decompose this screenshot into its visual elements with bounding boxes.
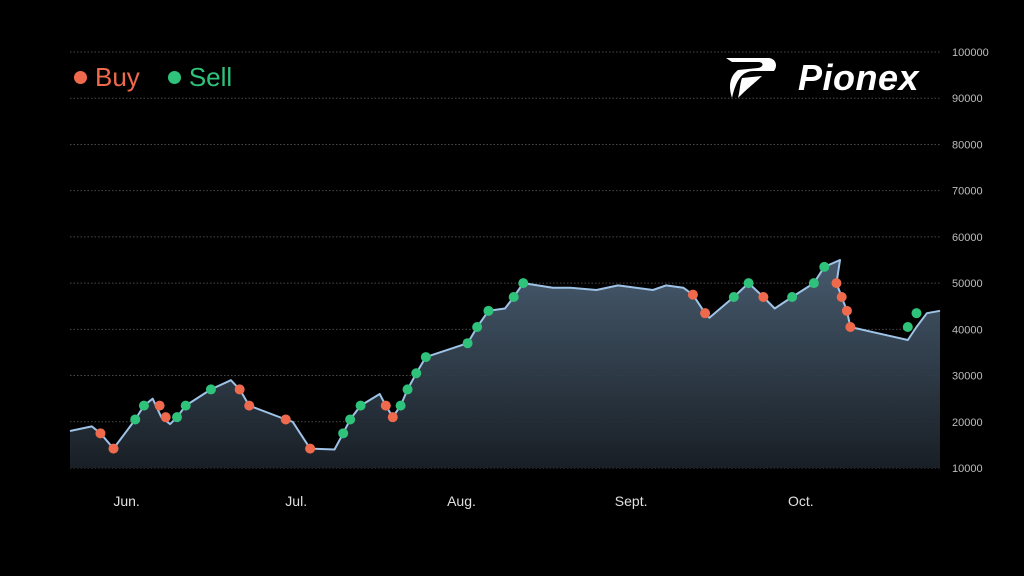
buy-point xyxy=(305,443,316,454)
sell-dot-icon xyxy=(167,71,181,84)
legend-buy: Buy xyxy=(74,62,140,93)
pionex-logo-icon xyxy=(726,58,776,98)
sell-point xyxy=(172,412,183,423)
buy-point xyxy=(380,400,391,411)
sell-point xyxy=(395,400,406,411)
sell-point xyxy=(420,352,431,363)
buy-point xyxy=(108,443,119,454)
legend-buy-label: Buy xyxy=(95,62,140,92)
area-fill xyxy=(70,260,940,468)
y-tick-label: 80000 xyxy=(952,139,983,151)
buy-point xyxy=(758,291,769,302)
y-tick-label: 50000 xyxy=(952,278,983,290)
sell-point xyxy=(130,414,141,425)
buy-point xyxy=(244,400,255,411)
sell-point xyxy=(180,400,191,411)
x-tick-label: Oct. xyxy=(788,493,814,509)
x-axis-ticks: Jun. Jul. Aug. Sept. Oct. xyxy=(113,493,813,509)
y-axis-ticks: 10000 20000 30000 40000 50000 60000 70000 80000… xyxy=(952,47,989,475)
x-tick-label: Aug. xyxy=(447,493,476,509)
sell-point xyxy=(728,291,739,302)
buy-point xyxy=(687,289,698,300)
buy-point xyxy=(280,414,291,425)
sell-point xyxy=(911,308,922,319)
y-tick-label: 90000 xyxy=(952,93,983,105)
sell-point xyxy=(902,322,913,333)
y-tick-label: 30000 xyxy=(952,371,983,383)
brand-name: Pionex xyxy=(798,57,920,98)
buy-point xyxy=(387,412,398,423)
sell-point xyxy=(808,278,819,289)
sell-point xyxy=(345,414,356,425)
brand-logo: Pionex xyxy=(724,56,919,100)
y-tick-label: 100000 xyxy=(952,47,989,59)
buy-point xyxy=(841,305,852,316)
sell-point xyxy=(787,291,798,302)
sell-point xyxy=(518,278,529,289)
trade-points xyxy=(95,261,922,454)
x-tick-label: Jul. xyxy=(285,493,307,509)
sell-point xyxy=(483,305,494,316)
sell-point xyxy=(819,261,830,272)
y-tick-label: 60000 xyxy=(952,232,983,244)
buy-point xyxy=(836,291,847,302)
sell-point xyxy=(138,400,149,411)
buy-point xyxy=(234,384,245,395)
buy-point xyxy=(700,308,711,319)
buy-point xyxy=(95,428,106,439)
sell-point xyxy=(462,338,473,349)
buy-point xyxy=(154,400,165,411)
y-tick-label: 10000 xyxy=(952,463,983,475)
sell-point xyxy=(205,384,216,395)
buy-point xyxy=(831,278,842,289)
legend: Buy Sell xyxy=(74,62,232,93)
sell-point xyxy=(743,278,754,289)
buy-dot-icon xyxy=(74,71,87,84)
sell-point xyxy=(402,384,413,395)
buy-point xyxy=(160,412,171,423)
buy-point xyxy=(845,322,856,333)
x-tick-label: Jun. xyxy=(113,493,139,509)
sell-point xyxy=(472,322,483,333)
legend-sell: Sell xyxy=(167,62,233,93)
x-tick-label: Sept. xyxy=(615,493,648,509)
y-tick-label: 20000 xyxy=(952,417,983,429)
legend-sell-label: Sell xyxy=(188,62,233,92)
y-tick-label: 70000 xyxy=(952,186,983,198)
sell-point xyxy=(508,291,519,302)
area-path xyxy=(70,260,940,468)
sell-point xyxy=(355,400,366,411)
y-tick-label: 40000 xyxy=(952,324,983,336)
sell-point xyxy=(338,428,349,439)
sell-point xyxy=(411,368,422,379)
